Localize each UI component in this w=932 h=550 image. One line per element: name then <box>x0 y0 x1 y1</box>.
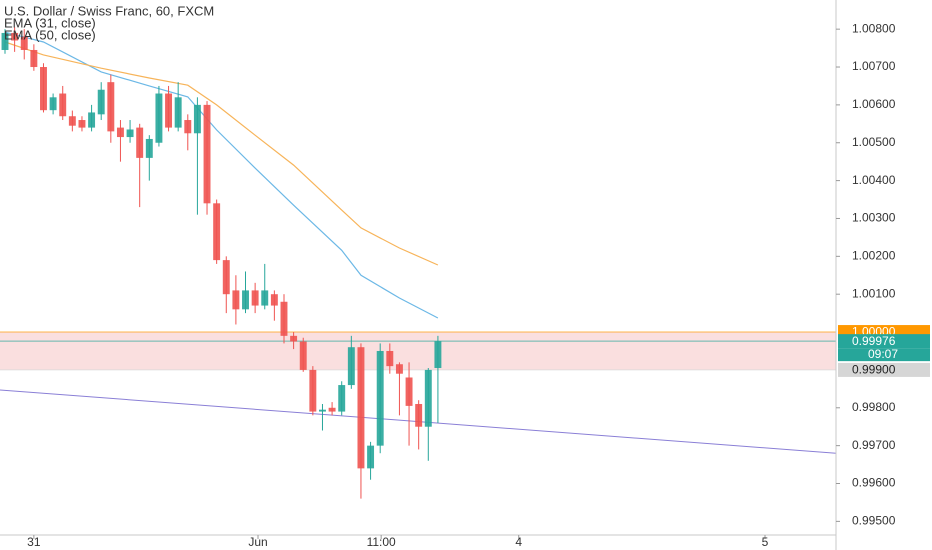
y-tick-label: 1.00100 <box>852 286 896 300</box>
price-label: 0.99976 <box>852 334 896 348</box>
candle-body <box>415 403 423 427</box>
candle-body <box>20 36 28 50</box>
y-tick-label: 1.00800 <box>852 21 896 35</box>
candle-body <box>59 93 67 117</box>
candle-body <box>319 409 326 412</box>
candle-body <box>357 347 365 469</box>
candle-body <box>424 369 432 427</box>
candle-body <box>299 341 307 370</box>
candle-body <box>126 129 134 138</box>
y-tick-label: 1.00600 <box>852 97 896 111</box>
ema-line <box>4 41 439 266</box>
candle-body <box>30 49 38 68</box>
legend-label: EMA (50, close) <box>4 27 96 42</box>
candle-body <box>165 93 173 128</box>
candle-body <box>97 89 105 115</box>
candle-body <box>280 301 288 336</box>
candle-body <box>309 369 317 412</box>
y-tick-label: 0.99600 <box>852 476 896 490</box>
candle-body <box>184 120 192 134</box>
candle-body <box>107 82 115 132</box>
y-tick-label: 0.99800 <box>852 400 896 414</box>
x-tick-label: 4 <box>515 535 522 549</box>
candle-body <box>68 116 76 126</box>
candle-body <box>88 112 96 128</box>
countdown: 09:07 <box>868 347 898 361</box>
candle-body <box>145 138 153 158</box>
ema-line <box>4 31 439 319</box>
price-label-box <box>838 334 930 349</box>
candle-body <box>78 120 86 128</box>
y-tick-label: 1.00500 <box>852 135 896 149</box>
candle-body <box>242 290 249 310</box>
candle-body <box>213 203 221 261</box>
chart-title: U.S. Dollar / Swiss Franc, 60, FXCM <box>4 3 214 18</box>
candle-body <box>232 290 240 310</box>
candle-body <box>136 127 144 158</box>
candle-body <box>386 350 394 367</box>
y-tick-label: 1.00700 <box>852 59 896 73</box>
x-tick-label: 31 <box>27 535 41 549</box>
y-tick-label: 0.99700 <box>852 438 896 452</box>
candle-body <box>261 290 269 306</box>
candle-body <box>174 97 182 128</box>
candle-body <box>376 350 384 446</box>
candle-body <box>49 97 57 111</box>
price-zone <box>0 332 836 370</box>
candle-body <box>116 127 124 138</box>
price-label: 0.99900 <box>852 363 896 377</box>
price-label-box <box>838 362 930 377</box>
x-tick-label: 5 <box>762 535 769 549</box>
candle-body <box>270 294 278 306</box>
candle-body <box>1 32 9 50</box>
plot-area <box>0 27 837 499</box>
candle-body <box>347 347 355 386</box>
candle-body <box>40 67 47 111</box>
candle-body <box>395 364 403 374</box>
x-tick-label: 11:00 <box>367 535 396 549</box>
y-tick-label: 1.00300 <box>852 211 896 225</box>
y-tick-label: 0.99500 <box>852 514 896 528</box>
candle-body <box>11 32 19 41</box>
candle-body <box>222 260 230 295</box>
x-tick-label: Jun <box>248 535 267 549</box>
legend-label: EMA (31, close) <box>4 15 96 30</box>
candle-body <box>155 93 163 143</box>
candle-body <box>251 290 259 306</box>
candle-body <box>290 335 298 342</box>
candle-body <box>193 104 201 134</box>
candle-body <box>405 377 413 406</box>
y-tick-label: 1.00400 <box>852 173 896 187</box>
candle-body <box>328 407 336 412</box>
candle-body <box>203 104 211 204</box>
candle-body <box>367 445 375 469</box>
y-tick-label: 1.00200 <box>852 249 896 263</box>
candle-body <box>434 341 442 369</box>
countdown-box <box>838 348 930 362</box>
candle-body <box>338 385 346 412</box>
